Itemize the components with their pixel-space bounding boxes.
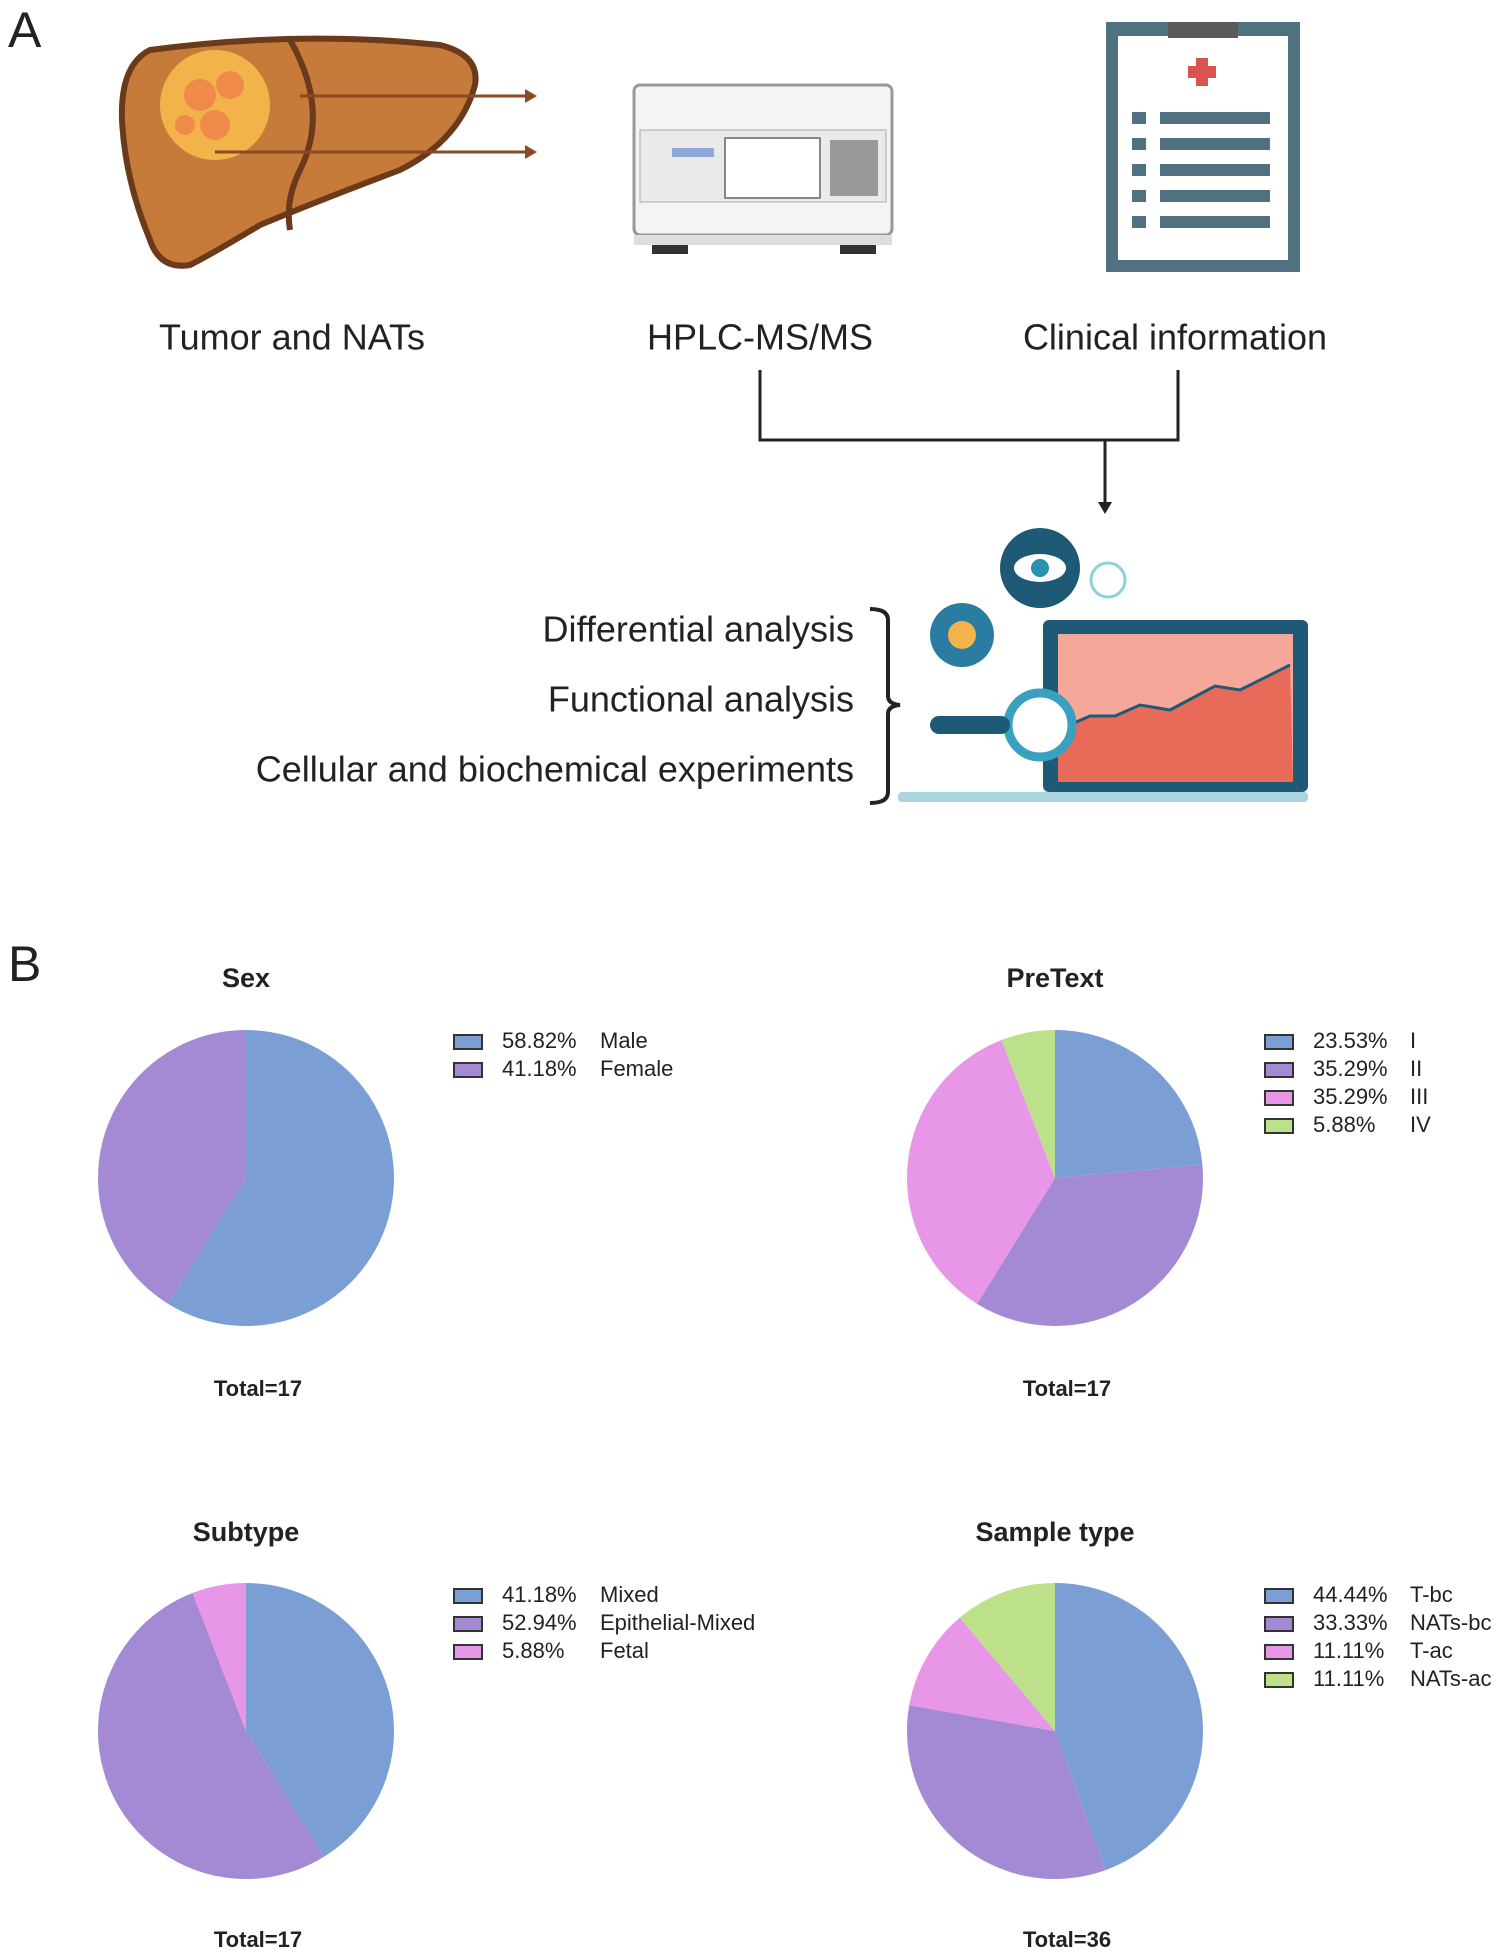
legend-label: Epithelial-Mixed bbox=[600, 1610, 755, 1635]
legend-value: 35.29% bbox=[1313, 1056, 1388, 1081]
panel-label: B bbox=[8, 936, 41, 992]
chart-title: Sex bbox=[222, 963, 270, 993]
legend-value: 5.88% bbox=[1313, 1112, 1375, 1137]
pie-slice bbox=[1055, 1030, 1203, 1178]
legend-swatch bbox=[453, 1616, 483, 1632]
legend-label: Fetal bbox=[600, 1638, 649, 1663]
legend-value: 58.82% bbox=[502, 1028, 577, 1053]
input-label: Tumor and NATs bbox=[159, 317, 425, 358]
legend-value: 33.33% bbox=[1313, 1610, 1388, 1635]
analysis-label: Differential analysis bbox=[543, 609, 854, 650]
clipboard-icon bbox=[1106, 22, 1300, 272]
legend-label: III bbox=[1410, 1084, 1428, 1109]
pie-slice bbox=[246, 1583, 395, 1857]
legend-label: Mixed bbox=[600, 1582, 659, 1607]
pie-slice bbox=[1001, 1030, 1055, 1178]
legend-value: 23.53% bbox=[1313, 1028, 1388, 1053]
input-label: HPLC-MS/MS bbox=[647, 317, 873, 358]
hplc-icon bbox=[632, 83, 894, 254]
liver-icon bbox=[118, 35, 537, 269]
legend-label: T-ac bbox=[1410, 1638, 1453, 1663]
chart-title: Subtype bbox=[193, 1517, 300, 1547]
legend-label: NATs-ac bbox=[1410, 1666, 1492, 1691]
chart-title: Sample type bbox=[975, 1517, 1134, 1547]
legend-label: I bbox=[1410, 1028, 1416, 1053]
legend-label: II bbox=[1410, 1056, 1422, 1081]
legend-swatch bbox=[1264, 1644, 1294, 1660]
legend-swatch bbox=[1264, 1034, 1294, 1050]
pie-slice bbox=[909, 1617, 1055, 1731]
pie-slice bbox=[192, 1583, 246, 1731]
legend-label: IV bbox=[1410, 1112, 1431, 1137]
connector bbox=[758, 370, 1180, 505]
panel-label: A bbox=[8, 2, 42, 58]
legend-swatch bbox=[1264, 1090, 1294, 1106]
legend-swatch bbox=[1264, 1616, 1294, 1632]
legend-label: NATs-bc bbox=[1410, 1610, 1492, 1635]
analysis-label: Cellular and biochemical experiments bbox=[256, 749, 854, 790]
analysis-label: Functional analysis bbox=[548, 679, 854, 720]
input-label: Clinical information bbox=[1023, 317, 1327, 358]
legend-label: T-bc bbox=[1410, 1582, 1453, 1607]
pie-slice bbox=[98, 1030, 247, 1304]
legend-value: 11.11% bbox=[1313, 1638, 1384, 1663]
legend-swatch bbox=[453, 1588, 483, 1604]
legend-swatch bbox=[1264, 1588, 1294, 1604]
chart-total: Total=17 bbox=[214, 1927, 302, 1952]
chart-total: Total=17 bbox=[1023, 1376, 1111, 1401]
legend-value: 52.94% bbox=[502, 1610, 577, 1635]
legend-label: Male bbox=[600, 1028, 648, 1053]
legend-value: 35.29% bbox=[1313, 1084, 1388, 1109]
legend-swatch bbox=[1264, 1118, 1294, 1134]
legend-value: 44.44% bbox=[1313, 1582, 1388, 1607]
legend-swatch bbox=[453, 1062, 483, 1078]
chart-title: PreText bbox=[1006, 963, 1103, 993]
pie-slice bbox=[168, 1030, 395, 1326]
pie-slice bbox=[1055, 1583, 1204, 1871]
legend-swatch bbox=[453, 1644, 483, 1660]
legend-label: Female bbox=[600, 1056, 673, 1081]
legend-swatch bbox=[453, 1034, 483, 1050]
pie-slice bbox=[977, 1164, 1204, 1326]
laptop-icon bbox=[898, 528, 1308, 802]
legend-swatch bbox=[1264, 1672, 1294, 1688]
pie-slice bbox=[907, 1705, 1106, 1879]
brace bbox=[869, 607, 901, 805]
legend-value: 41.18% bbox=[502, 1056, 577, 1081]
pie-slice bbox=[906, 1039, 1055, 1304]
pie-slice bbox=[959, 1583, 1055, 1731]
legend-swatch bbox=[1264, 1062, 1294, 1078]
arrow-head bbox=[1098, 502, 1112, 514]
chart-total: Total=36 bbox=[1023, 1927, 1111, 1952]
legend-value: 5.88% bbox=[502, 1638, 564, 1663]
pie-slice bbox=[98, 1592, 324, 1879]
chart-total: Total=17 bbox=[214, 1376, 302, 1401]
legend-value: 41.18% bbox=[502, 1582, 577, 1607]
legend-value: 11.11% bbox=[1313, 1666, 1384, 1691]
